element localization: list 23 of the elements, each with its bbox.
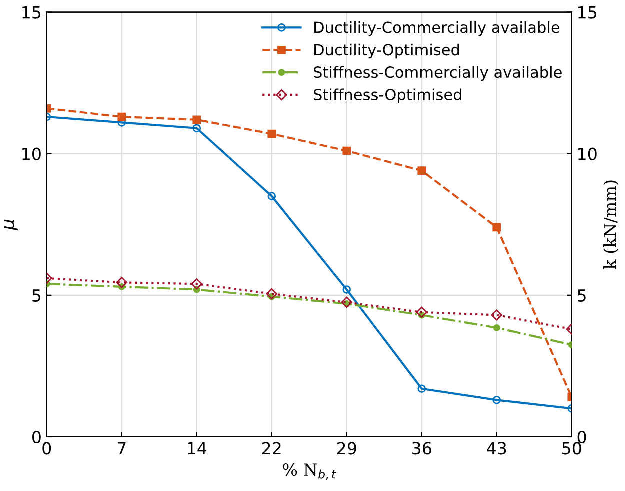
x-tick-label: 36: [412, 442, 432, 455]
legend-label: Ductility-Optimised: [314, 44, 460, 59]
x-tick-label: 50: [562, 442, 582, 455]
y-axis-title: μ: [4, 220, 18, 231]
x-tick-label: 43: [487, 442, 506, 455]
x-tick-label: 0: [42, 442, 52, 455]
y-tick-label: 10: [22, 148, 41, 160]
y-tick-label: 0: [32, 430, 41, 444]
y2-tick-label: 10: [578, 148, 597, 160]
legend-label: Ductility-Commercially available: [314, 21, 560, 36]
legend-label: Stiffness-Optimised: [314, 88, 462, 104]
y2-tick-label: 5: [578, 290, 586, 302]
y-tick-label: 15: [22, 6, 41, 19]
y2-tick-label: 0: [578, 430, 586, 444]
x-axis-title: % N$_{b,t}$: [283, 464, 336, 480]
x-tick-label: 7: [118, 442, 126, 455]
x-tick-label: 14: [188, 442, 207, 455]
y2-axis-title: k (kN/mm): [604, 180, 619, 270]
x-tick-label: 29: [337, 442, 356, 455]
legend-label: Stiffness-Commercially available: [314, 66, 562, 82]
y2-tick-label: 15: [578, 6, 596, 19]
y-tick-label: 5: [32, 290, 41, 302]
x-tick-label: 22: [262, 442, 281, 455]
